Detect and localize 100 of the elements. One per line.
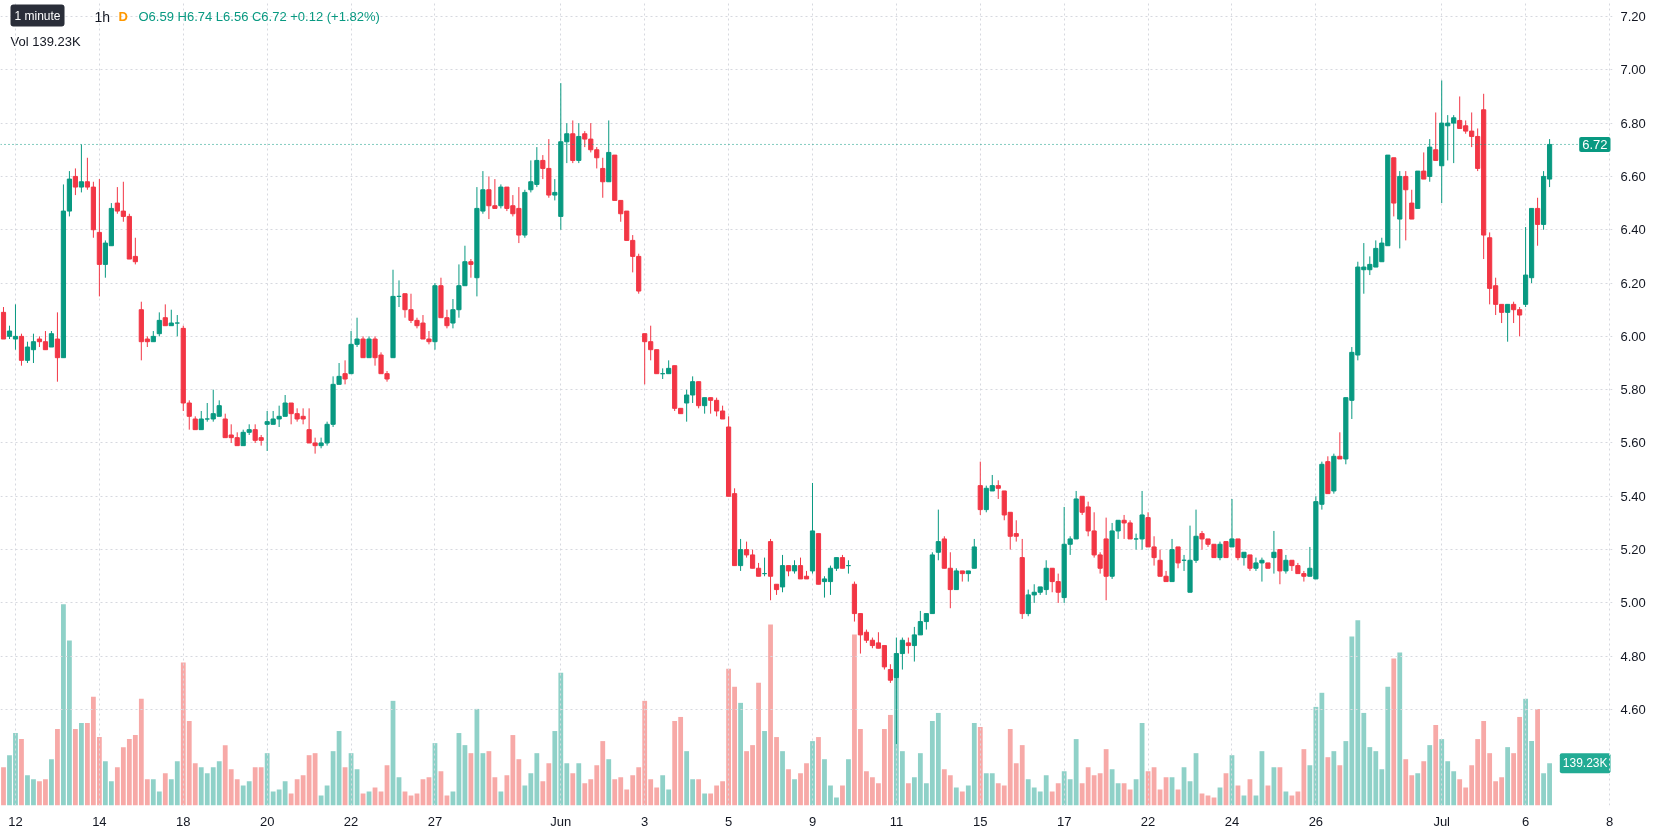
y-tick-label: 6.40 bbox=[1620, 222, 1646, 238]
y-tick-label: 5.40 bbox=[1620, 488, 1646, 504]
candlestick bbox=[1175, 546, 1181, 569]
bar bbox=[786, 769, 791, 806]
x-tick-label: 22 bbox=[343, 813, 359, 829]
annotation: 1 minute bbox=[14, 8, 61, 23]
text: 1h bbox=[94, 8, 111, 25]
x-tick-label: 14 bbox=[92, 813, 107, 829]
text: O6.59 H6.74 L6.56 C6.72 +0.12 (+1.82%) bbox=[138, 9, 380, 24]
candlestick bbox=[696, 381, 702, 409]
candlestick bbox=[1535, 197, 1541, 247]
bar bbox=[1331, 751, 1337, 806]
annotation: 139.23K bbox=[1562, 756, 1608, 771]
bar bbox=[816, 737, 821, 806]
candlestick bbox=[1283, 554, 1289, 575]
candlestick bbox=[1409, 189, 1415, 220]
bar bbox=[977, 727, 983, 806]
y-tick-label: 5.20 bbox=[1620, 542, 1646, 558]
y-tick-label: 6.60 bbox=[1620, 168, 1646, 184]
candlestick bbox=[887, 663, 893, 684]
bar bbox=[1, 767, 6, 806]
bar bbox=[1505, 747, 1511, 806]
annotation: Vol 139.23K bbox=[10, 34, 81, 49]
y-tick-label: 6.00 bbox=[1620, 328, 1646, 344]
candlestick bbox=[1277, 549, 1283, 585]
candlestick bbox=[977, 461, 983, 516]
candlestick bbox=[1433, 111, 1439, 161]
bar bbox=[840, 785, 845, 806]
bar bbox=[762, 731, 767, 806]
bar bbox=[959, 791, 965, 806]
y-tick-label: 6.80 bbox=[1620, 115, 1646, 131]
x-tick-label: 24 bbox=[1224, 813, 1240, 829]
y-tick-label: 7.20 bbox=[1620, 8, 1646, 24]
candlestick bbox=[1229, 498, 1235, 548]
x-tick-label: 17 bbox=[1056, 813, 1072, 829]
bar bbox=[1391, 658, 1397, 806]
x-tick-label: 18 bbox=[176, 813, 191, 829]
x-tick-label: 11 bbox=[889, 813, 904, 829]
candlestick bbox=[342, 359, 348, 385]
x-tick-label: 27 bbox=[427, 813, 443, 829]
bar bbox=[1433, 725, 1439, 806]
y-tick-label: 4.60 bbox=[1620, 702, 1646, 718]
bar bbox=[780, 751, 785, 806]
candlestick bbox=[498, 183, 504, 209]
bar bbox=[19, 739, 24, 806]
candlestick bbox=[18, 333, 25, 367]
y-tick-label: 5.00 bbox=[1620, 595, 1646, 611]
bar bbox=[55, 729, 60, 806]
y-tick-label: 4.80 bbox=[1620, 648, 1646, 664]
x-tick-label: Jun bbox=[550, 813, 572, 829]
bar bbox=[1325, 757, 1331, 806]
candlestick bbox=[366, 335, 372, 359]
candlestick bbox=[1421, 151, 1427, 180]
bar bbox=[498, 791, 504, 806]
bar bbox=[702, 793, 708, 806]
candlestick bbox=[1235, 538, 1241, 561]
candlestick bbox=[737, 538, 744, 572]
candlestick bbox=[1241, 551, 1247, 567]
bar bbox=[1397, 652, 1403, 806]
candlestick bbox=[468, 258, 474, 279]
bar bbox=[1421, 761, 1427, 806]
bar bbox=[570, 773, 576, 806]
x-tick-label: 22 bbox=[1140, 813, 1156, 829]
bar bbox=[810, 741, 815, 806]
x-tick-label: 9 bbox=[808, 813, 817, 829]
candlestick bbox=[1217, 541, 1223, 561]
y-tick-label: 5.80 bbox=[1620, 382, 1646, 398]
x-tick-label: 15 bbox=[973, 813, 988, 829]
bar bbox=[1415, 773, 1421, 806]
bar bbox=[792, 779, 797, 806]
candlestick bbox=[971, 538, 977, 569]
candlestick bbox=[360, 335, 366, 359]
bar bbox=[1427, 745, 1433, 806]
candlestick bbox=[953, 567, 959, 591]
x-tick-label: 5 bbox=[724, 813, 733, 829]
candlestick bbox=[779, 554, 786, 593]
annotation: D bbox=[118, 9, 128, 24]
x-tick-label: 8 bbox=[1605, 813, 1614, 829]
bar bbox=[846, 759, 851, 806]
bar bbox=[905, 783, 911, 806]
candlestick bbox=[1337, 431, 1343, 460]
candlestick bbox=[72, 167, 78, 196]
x-tick-label: 20 bbox=[259, 813, 275, 829]
bar bbox=[162, 773, 168, 806]
bar bbox=[953, 787, 959, 806]
candlestick bbox=[156, 311, 162, 337]
candlestick bbox=[162, 303, 168, 327]
candlestick bbox=[54, 311, 61, 383]
bar bbox=[49, 759, 54, 806]
x-tick-label: 12 bbox=[8, 813, 23, 829]
candlestick bbox=[1403, 170, 1409, 241]
candlestick bbox=[935, 509, 941, 561]
candlestick bbox=[600, 157, 606, 199]
x-tick-label: 6 bbox=[1521, 813, 1530, 829]
candlestick bbox=[995, 479, 1001, 500]
bar bbox=[1337, 765, 1343, 806]
candlestick bbox=[1271, 530, 1277, 575]
x-tick-label: Jul bbox=[1433, 813, 1451, 829]
y-tick-label: 7.00 bbox=[1620, 62, 1646, 78]
bar bbox=[606, 759, 612, 806]
